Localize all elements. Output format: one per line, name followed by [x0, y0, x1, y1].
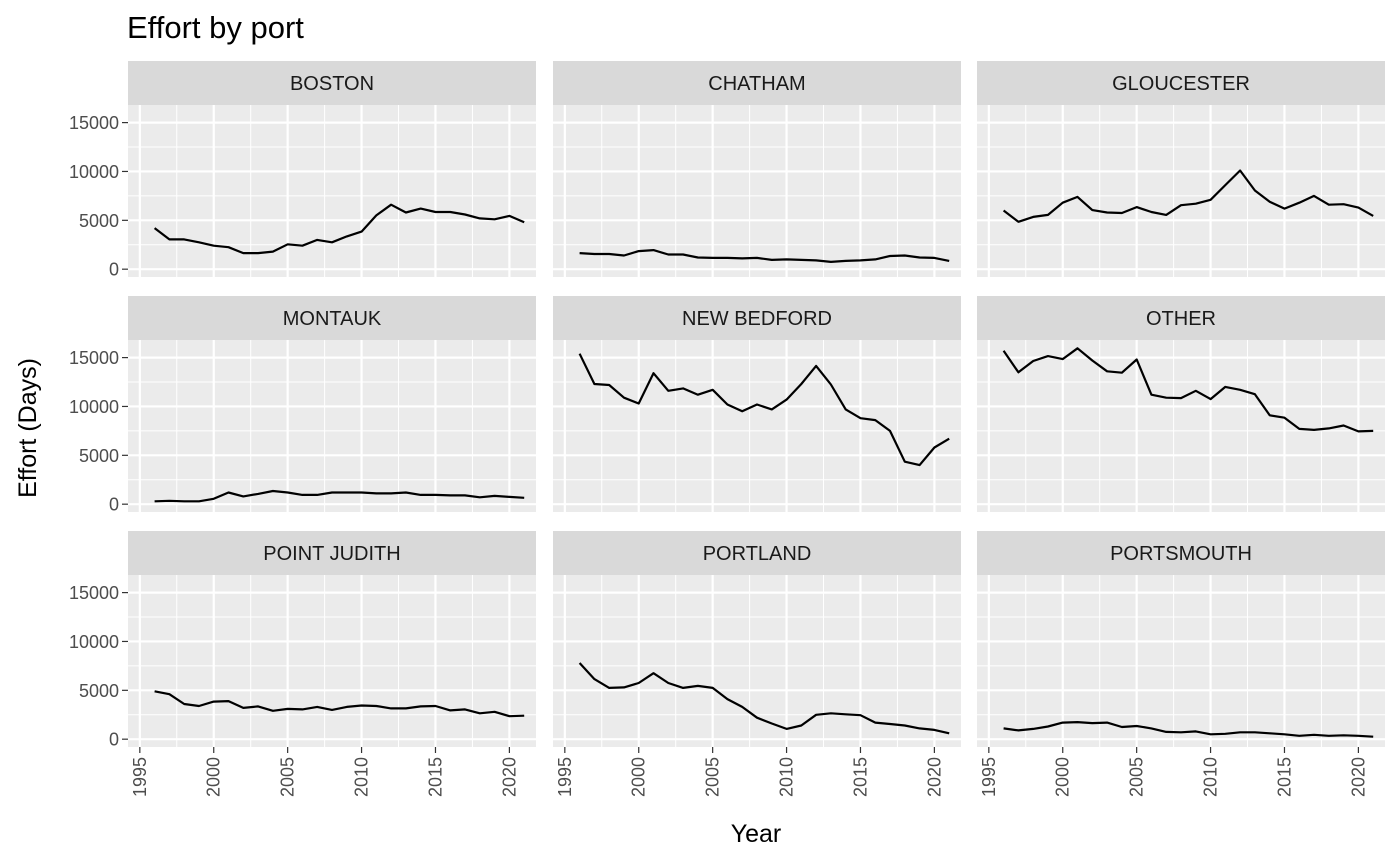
strip-label-gloucester: GLOUCESTER — [1112, 73, 1250, 95]
x-tick-label: 2000 — [204, 757, 224, 797]
x-tick-label: 2020 — [1348, 757, 1368, 797]
strip-label-new-bedford: NEW BEDFORD — [682, 308, 832, 330]
y-tick-label: 15000 — [69, 113, 119, 133]
facet-point-judith: POINT JUDITH 0 5000 10000 15000 1995 2000 2005 2… — [69, 531, 536, 797]
x-tick-label: 2015 — [425, 757, 445, 797]
panel-background-boston — [128, 105, 536, 277]
x-tick-label: 2020 — [924, 757, 944, 797]
strip-label-chatham: CHATHAM — [708, 73, 805, 95]
series-line-gloucester — [1002, 169, 1374, 223]
facet-portland: PORTLAND 1995 2000 2005 2010 2015 2020 — [553, 531, 961, 797]
strip-label-portland: PORTLAND — [703, 543, 812, 565]
facet-new-bedford: NEW BEDFORD — [553, 296, 961, 512]
series-line-portsmouth — [1003, 720, 1374, 738]
x-tick-label: 2005 — [278, 757, 298, 797]
y-tick-label: 5000 — [79, 211, 119, 231]
x-tick-label: 2010 — [1201, 757, 1221, 797]
panel-background-point-judith — [128, 575, 536, 747]
facet-montauk: MONTAUK 0 5000 10000 15000 — [69, 296, 536, 515]
facet-boston: BOSTON 0 5000 10000 15000 — [69, 61, 536, 280]
series-line-other — [1002, 347, 1374, 433]
y-tick-label: 0 — [109, 730, 119, 750]
strip-montauk — [128, 296, 536, 340]
strip-label-point-judith: POINT JUDITH — [263, 543, 400, 565]
panel-background-gloucester — [977, 105, 1385, 277]
series-line-boston — [153, 203, 525, 255]
strip-portsmouth — [977, 531, 1385, 575]
x-tick-label: 2005 — [1127, 757, 1147, 797]
strip-label-portsmouth: PORTSMOUTH — [1110, 543, 1252, 565]
y-tick-label: 0 — [109, 495, 119, 515]
x-tick-label: 1995 — [979, 757, 999, 797]
panel-background-portland — [553, 575, 961, 747]
strip-new-bedford — [553, 296, 961, 340]
y-tick-label: 5000 — [79, 681, 119, 701]
panel-background-portsmouth — [977, 575, 1385, 747]
strip-label-montauk: MONTAUK — [283, 308, 382, 330]
y-tick-label: 10000 — [69, 397, 119, 417]
series-line-new-bedford — [578, 353, 950, 467]
y-tick-label: 10000 — [69, 162, 119, 182]
strip-portland — [553, 531, 961, 575]
y-axis-title: Effort (Days) — [14, 358, 42, 498]
panel-background-montauk — [128, 340, 536, 512]
strip-boston — [128, 61, 536, 105]
y-tick-label: 15000 — [69, 583, 119, 603]
x-tick-label: 1995 — [555, 757, 575, 797]
facet-gloucester: GLOUCESTER — [977, 61, 1385, 277]
x-tick-label: 2015 — [1274, 757, 1294, 797]
strip-chatham — [553, 61, 961, 105]
facet-panels: BOSTON 0 5000 10000 15000 CHATHAM GLOUCESTER MO… — [69, 61, 1385, 797]
strip-label-other: OTHER — [1146, 308, 1216, 330]
x-axis-title: Year — [731, 820, 782, 848]
x-tick-label: 2020 — [499, 757, 519, 797]
strip-gloucester — [977, 61, 1385, 105]
strip-label-boston: BOSTON — [290, 73, 374, 95]
series-line-point-judith — [154, 690, 525, 718]
x-tick-label: 2010 — [352, 757, 372, 797]
series-line-montauk — [154, 489, 525, 503]
x-tick-label: 2010 — [777, 757, 797, 797]
x-tick-label: 2000 — [629, 757, 649, 797]
facet-other: OTHER — [977, 296, 1385, 512]
y-tick-label: 5000 — [79, 446, 119, 466]
panel-background-new-bedford — [553, 340, 961, 512]
panel-background-other — [977, 340, 1385, 512]
strip-other — [977, 296, 1385, 340]
panel-background-chatham — [553, 105, 961, 277]
x-tick-label: 2015 — [850, 757, 870, 797]
y-tick-label: 10000 — [69, 632, 119, 652]
x-tick-label: 2005 — [703, 757, 723, 797]
facet-portsmouth: PORTSMOUTH 1995 2000 2005 2010 2015 2020 — [977, 531, 1385, 797]
x-tick-label: 2000 — [1053, 757, 1073, 797]
y-tick-label: 15000 — [69, 348, 119, 368]
series-line-portland — [578, 662, 950, 735]
series-line-chatham — [579, 249, 950, 263]
facet-chatham: CHATHAM — [553, 61, 961, 277]
chart-title: Effort by port — [127, 10, 304, 45]
y-tick-label: 0 — [109, 260, 119, 280]
x-tick-label: 1995 — [130, 757, 150, 797]
strip-point-judith — [128, 531, 536, 575]
